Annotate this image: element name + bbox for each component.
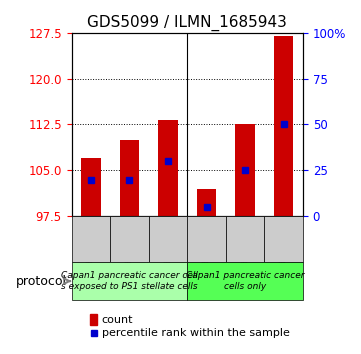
- Text: Capan1 pancreatic cancer
cells only: Capan1 pancreatic cancer cells only: [186, 272, 304, 291]
- Bar: [120, 140, 139, 216]
- Text: Capan1 pancreatic cancer cell
s exposed to PS1 stellate cells: Capan1 pancreatic cancer cell s exposed …: [61, 272, 198, 291]
- FancyBboxPatch shape: [187, 262, 303, 300]
- FancyBboxPatch shape: [71, 216, 110, 262]
- Title: GDS5099 / ILMN_1685943: GDS5099 / ILMN_1685943: [87, 15, 287, 31]
- FancyBboxPatch shape: [71, 262, 187, 300]
- Bar: [90, 314, 97, 325]
- Bar: [158, 120, 178, 216]
- Text: count: count: [102, 315, 133, 325]
- FancyBboxPatch shape: [110, 216, 149, 262]
- Text: protocol: protocol: [16, 275, 67, 288]
- FancyBboxPatch shape: [187, 216, 226, 262]
- Bar: [274, 36, 293, 216]
- FancyBboxPatch shape: [149, 216, 187, 262]
- Bar: [81, 158, 100, 216]
- Text: percentile rank within the sample: percentile rank within the sample: [102, 329, 290, 338]
- Bar: [235, 125, 255, 216]
- FancyBboxPatch shape: [264, 216, 303, 262]
- Bar: [197, 189, 216, 216]
- FancyBboxPatch shape: [226, 216, 264, 262]
